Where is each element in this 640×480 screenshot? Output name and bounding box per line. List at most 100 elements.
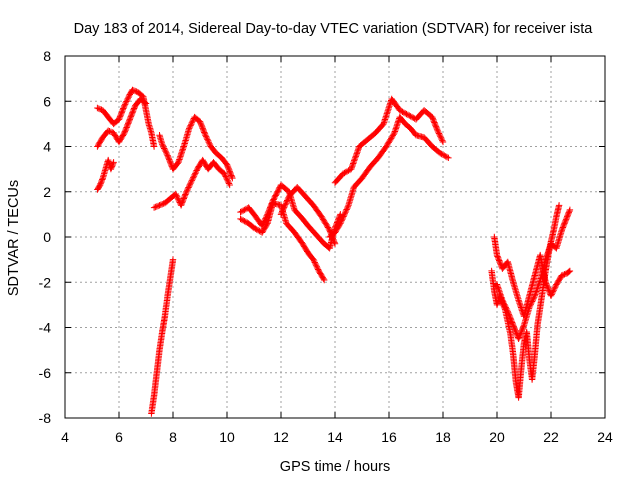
data-point <box>547 292 555 299</box>
data-point <box>501 301 508 308</box>
data-point <box>510 323 517 330</box>
data-point <box>279 208 286 215</box>
data-point <box>515 334 523 341</box>
data-point <box>188 177 196 184</box>
data-point <box>110 159 117 166</box>
data-point <box>387 136 394 143</box>
data-point <box>321 276 328 284</box>
data-point <box>174 195 181 202</box>
data-point <box>228 172 235 179</box>
data-point <box>202 132 209 139</box>
data-point <box>439 137 446 144</box>
data-point <box>438 135 445 143</box>
data-point <box>260 218 268 225</box>
data-point <box>383 143 390 150</box>
data-point <box>204 137 212 144</box>
data-point <box>186 125 193 132</box>
data-point <box>125 94 132 101</box>
data-point <box>242 218 250 226</box>
data-point <box>162 148 169 155</box>
data-point <box>238 216 245 223</box>
data-point <box>270 196 277 203</box>
data-point <box>241 206 248 214</box>
data-point <box>499 297 506 304</box>
data-point <box>528 299 535 307</box>
data-point <box>109 161 116 169</box>
data-point <box>191 171 198 178</box>
data-point <box>198 122 205 129</box>
data-point <box>566 267 574 275</box>
data-point <box>519 324 527 332</box>
data-point <box>403 110 410 118</box>
data-point <box>344 203 352 210</box>
data-point <box>282 201 289 208</box>
data-point <box>192 168 200 176</box>
y-tick-label: -2 <box>39 274 52 290</box>
data-point <box>526 302 534 309</box>
data-point <box>530 295 537 302</box>
data-point <box>495 256 502 263</box>
data-point <box>202 133 210 140</box>
data-point <box>439 151 447 158</box>
data-point <box>164 153 172 161</box>
data-point <box>203 134 210 142</box>
data-point <box>273 189 281 197</box>
x-tick-label: 22 <box>543 429 559 445</box>
data-point <box>284 195 292 203</box>
data-point <box>320 275 327 282</box>
x-tick-label: 16 <box>381 429 397 445</box>
data-point <box>183 188 190 195</box>
data-point <box>443 153 451 161</box>
data-point <box>343 206 350 213</box>
data-point <box>343 168 351 175</box>
data-point <box>241 218 248 225</box>
data-point <box>348 190 356 197</box>
data-point <box>501 302 509 310</box>
chart-title: Day 183 of 2014, Sidereal Day-to-day VTE… <box>74 21 594 37</box>
data-point <box>384 140 392 147</box>
data-point <box>178 200 185 208</box>
data-point <box>159 142 167 149</box>
series-upper-afternoon <box>331 95 447 186</box>
data-point <box>388 133 396 141</box>
data-point <box>390 131 397 138</box>
data-point <box>274 188 281 195</box>
data-point <box>225 178 232 186</box>
data-point <box>562 216 570 223</box>
data-point <box>326 228 334 235</box>
data-point <box>388 135 395 142</box>
data-point <box>527 301 534 308</box>
data-point <box>187 180 194 187</box>
data-point <box>173 192 180 199</box>
data-point <box>116 114 123 122</box>
data-point <box>542 280 550 287</box>
data-point <box>548 291 555 298</box>
data-point <box>121 102 128 109</box>
data-point <box>558 272 565 279</box>
data-point <box>529 296 536 304</box>
data-point <box>95 105 102 112</box>
y-tick-label: 4 <box>43 139 51 155</box>
data-point <box>223 174 230 182</box>
data-point <box>188 119 196 126</box>
data-point <box>206 140 213 147</box>
data-point <box>172 190 179 198</box>
data-point <box>336 221 343 228</box>
data-point <box>324 224 332 231</box>
data-point <box>279 207 287 214</box>
data-point <box>250 224 258 232</box>
data-point <box>406 112 413 119</box>
data-point <box>97 180 104 187</box>
data-point <box>163 150 171 158</box>
data-point <box>331 240 339 247</box>
data-point <box>435 130 443 137</box>
y-tick-label: -8 <box>39 410 52 426</box>
data-point <box>549 289 556 297</box>
data-point <box>433 124 440 132</box>
data-point <box>439 138 447 146</box>
data-point <box>437 150 444 157</box>
data-point <box>181 194 188 201</box>
y-tick-label: 8 <box>43 48 51 64</box>
data-point <box>280 205 287 212</box>
